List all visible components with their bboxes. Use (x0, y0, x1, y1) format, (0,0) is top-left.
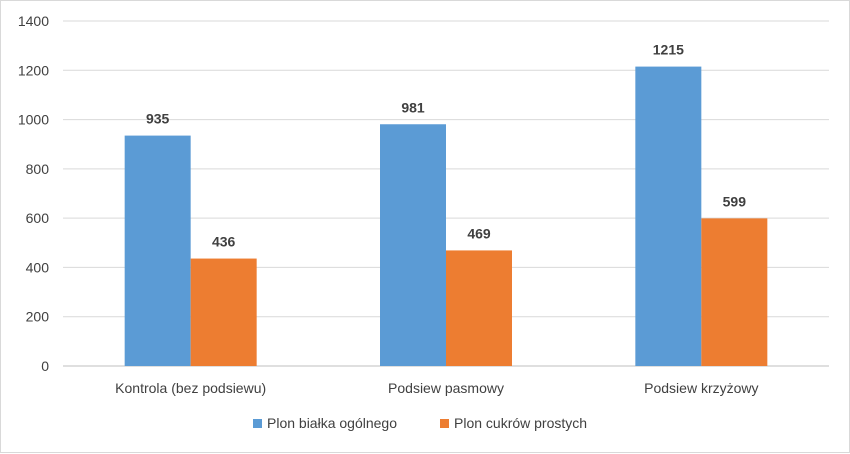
bar (124, 135, 191, 366)
x-category-label: Podsiew pasmowy (388, 380, 504, 396)
data-label: 935 (146, 111, 170, 127)
y-axis-ticks: 0 200 400 600 800 1000 1200 1400 (18, 13, 49, 374)
bar (446, 250, 512, 366)
data-label: 1215 (653, 42, 684, 58)
bar (701, 218, 768, 366)
y-tick-label: 1400 (18, 13, 49, 29)
legend: Plon białka ogólnego Plon cukrów prostych (253, 415, 587, 431)
y-tick-label: 800 (26, 161, 50, 177)
data-label: 469 (467, 225, 491, 241)
y-tick-label: 0 (41, 358, 49, 374)
data-label: 599 (723, 193, 747, 209)
legend-label: Plon białka ogólnego (267, 415, 397, 431)
y-tick-label: 600 (26, 210, 50, 226)
y-tick-label: 200 (26, 309, 50, 325)
x-axis-categories: Kontrola (bez podsiewu) Podsiew pasmowy Po… (115, 380, 758, 396)
data-label: 436 (212, 234, 236, 250)
bar (635, 66, 702, 366)
x-category-label: Podsiew krzyżowy (644, 380, 758, 396)
data-label: 981 (401, 99, 425, 115)
bar (190, 258, 257, 366)
x-category-label: Kontrola (bez podsiewu) (115, 380, 266, 396)
legend-swatch (253, 419, 262, 428)
y-tick-label: 1200 (18, 62, 49, 78)
legend-label: Plon cukrów prostych (454, 415, 587, 431)
legend-swatch (440, 419, 449, 428)
bar (380, 124, 446, 366)
y-tick-label: 400 (26, 259, 50, 275)
bars (124, 66, 768, 366)
data-labels: 935 436 981 469 1215 599 (146, 42, 746, 250)
y-tick-label: 1000 (18, 112, 49, 128)
